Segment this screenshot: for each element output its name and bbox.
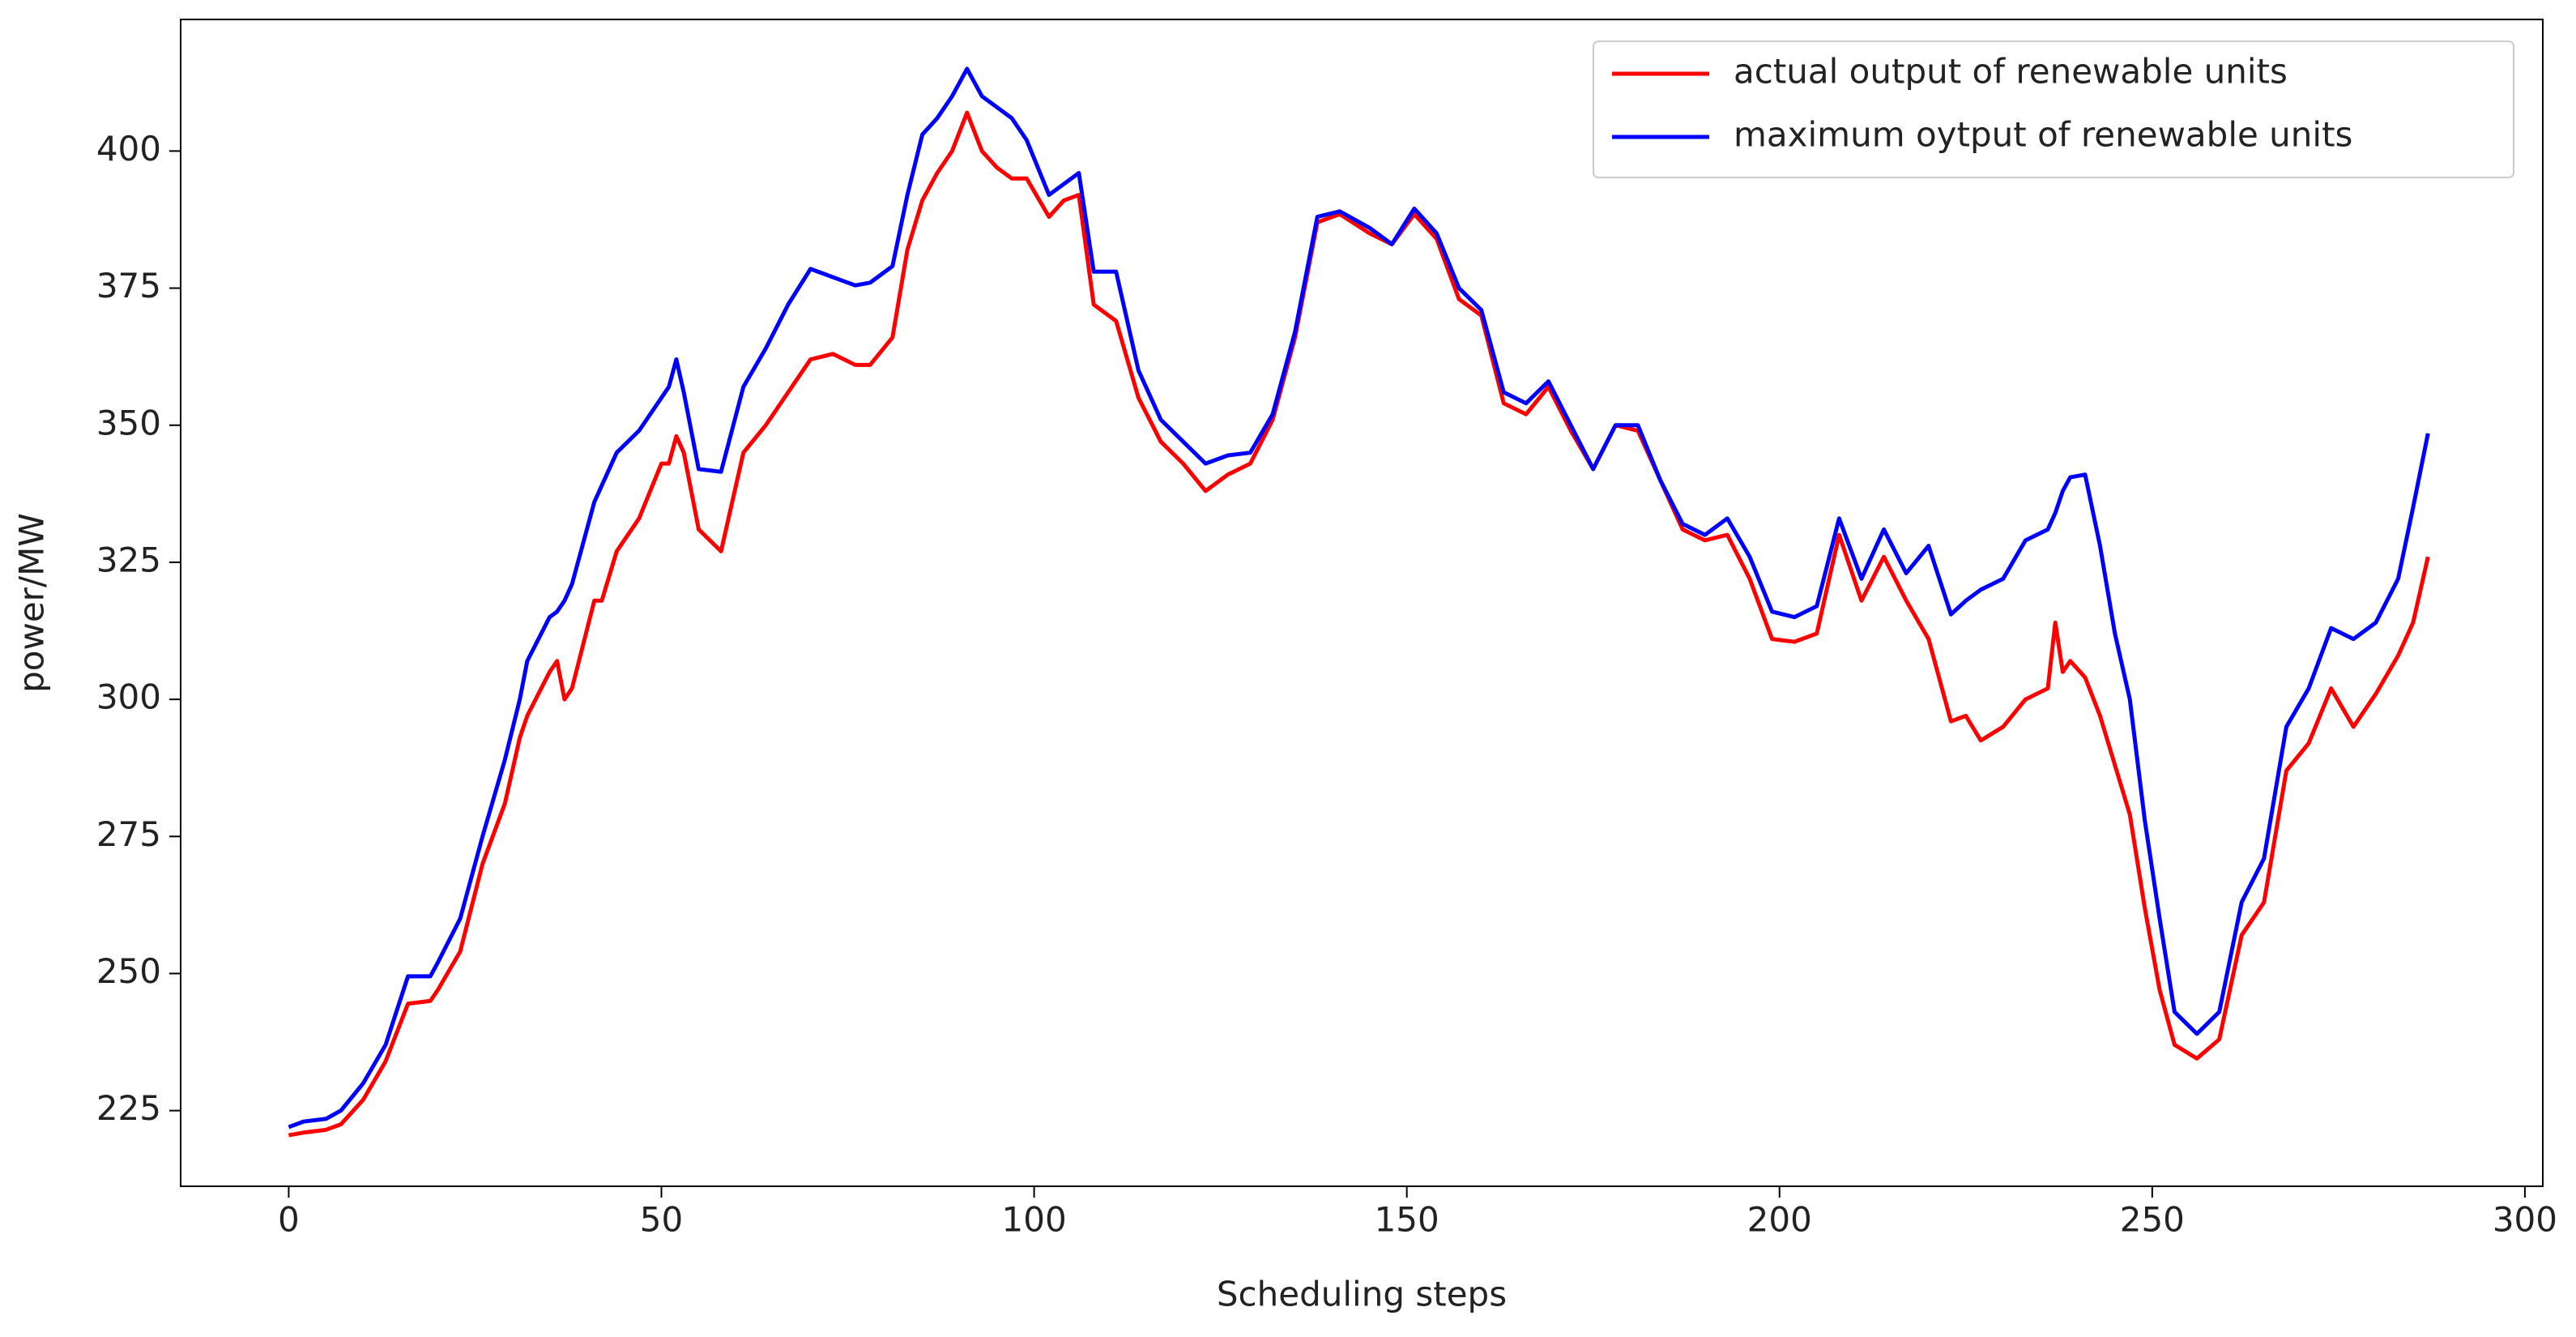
y-tick-label: 325 xyxy=(96,540,161,579)
x-tick-label: 100 xyxy=(1002,1200,1067,1240)
legend-label: maximum oytput of renewable units xyxy=(1734,115,2352,155)
y-tick-label: 275 xyxy=(96,814,161,854)
legend-label: actual output of renewable units xyxy=(1734,52,2288,92)
x-axis-label: Scheduling steps xyxy=(1217,1275,1507,1314)
x-tick-label: 300 xyxy=(2493,1200,2557,1240)
plot-frame xyxy=(180,19,2544,1187)
x-tick-label: 0 xyxy=(278,1200,300,1240)
y-tick-label: 350 xyxy=(96,403,161,442)
x-tick-label: 150 xyxy=(1375,1200,1439,1240)
legend-box xyxy=(1593,41,2514,178)
y-tick-label: 400 xyxy=(96,129,161,169)
y-tick-label: 375 xyxy=(96,266,161,305)
y-axis-label: power/MW xyxy=(12,513,52,693)
y-tick-label: 250 xyxy=(96,951,161,991)
data-line xyxy=(288,66,2430,1130)
y-tick-label: 225 xyxy=(96,1088,161,1128)
x-tick-label: 200 xyxy=(1747,1200,1812,1240)
y-tick-label: 300 xyxy=(96,677,161,717)
x-tick-label: 50 xyxy=(640,1200,683,1240)
x-tick-label: 250 xyxy=(2120,1200,2185,1240)
data-line xyxy=(288,110,2430,1138)
